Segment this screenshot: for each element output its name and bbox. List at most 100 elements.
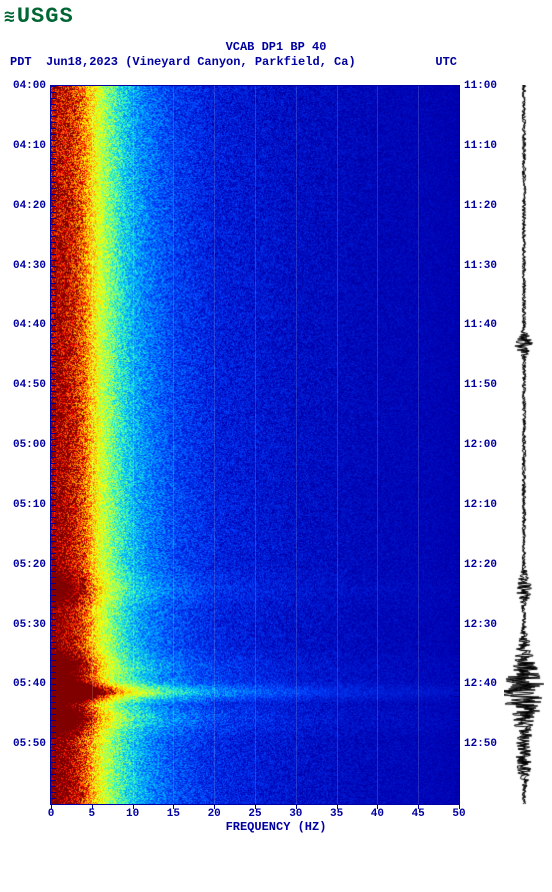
y-minor-tick	[51, 427, 56, 428]
y-minor-tick	[454, 529, 459, 530]
x-tick-label: 50	[452, 808, 465, 820]
y-minor-tick	[51, 152, 56, 153]
x-gridline	[255, 86, 256, 804]
y-minor-tick	[51, 248, 56, 249]
y-minor-tick	[454, 619, 459, 620]
y-minor-tick	[454, 194, 459, 195]
x-gridline	[377, 86, 378, 804]
y-tick-right: 12:30	[464, 619, 497, 631]
x-tick-label: 25	[248, 808, 261, 820]
y-minor-tick	[51, 583, 56, 584]
y-minor-tick	[454, 337, 459, 338]
date-location: Jun18,2023 (Vineyard Canyon, Parkfield, …	[46, 55, 356, 69]
y-minor-tick	[454, 212, 459, 213]
y-minor-tick	[51, 547, 56, 548]
y-minor-tick	[454, 439, 459, 440]
y-tick-right: 12:20	[464, 559, 497, 571]
y-minor-tick	[51, 212, 56, 213]
y-tick-left: 04:30	[13, 260, 46, 272]
y-minor-tick	[454, 457, 459, 458]
y-minor-tick	[454, 720, 459, 721]
y-minor-tick	[51, 122, 56, 123]
y-minor-tick	[454, 200, 459, 201]
y-minor-tick	[454, 523, 459, 524]
y-minor-tick	[51, 313, 56, 314]
y-tick-right: 12:50	[464, 738, 497, 750]
y-minor-tick	[51, 762, 56, 763]
y-minor-tick	[454, 744, 459, 745]
x-tick-label: 40	[371, 808, 384, 820]
y-minor-tick	[454, 541, 459, 542]
y-minor-tick	[454, 660, 459, 661]
x-tick-label: 20	[208, 808, 221, 820]
y-minor-tick	[51, 289, 56, 290]
y-minor-tick	[454, 319, 459, 320]
x-gridline	[92, 86, 93, 804]
x-tick-label: 10	[126, 808, 139, 820]
y-minor-tick	[51, 642, 56, 643]
y-minor-tick	[51, 607, 56, 608]
y-minor-tick	[51, 116, 56, 117]
y-minor-tick	[454, 236, 459, 237]
y-minor-tick	[51, 200, 56, 201]
y-tick-right: 11:00	[464, 80, 497, 92]
y-minor-tick	[51, 636, 56, 637]
y-minor-tick	[454, 547, 459, 548]
y-minor-tick	[454, 170, 459, 171]
y-minor-tick	[454, 702, 459, 703]
y-minor-tick	[454, 469, 459, 470]
y-minor-tick	[51, 451, 56, 452]
y-minor-tick	[51, 499, 56, 500]
y-minor-tick	[454, 122, 459, 123]
y-minor-tick	[51, 648, 56, 649]
y-minor-tick	[51, 182, 56, 183]
y-minor-tick	[51, 86, 56, 87]
y-minor-tick	[454, 696, 459, 697]
y-minor-tick	[51, 271, 56, 272]
y-minor-tick	[454, 421, 459, 422]
y-minor-tick	[454, 493, 459, 494]
y-minor-tick	[51, 331, 56, 332]
y-minor-tick	[51, 625, 56, 626]
y-minor-tick	[51, 409, 56, 410]
y-minor-tick	[51, 301, 56, 302]
y-minor-tick	[51, 535, 56, 536]
y-minor-tick	[454, 104, 459, 105]
y-minor-tick	[51, 218, 56, 219]
y-minor-tick	[51, 373, 56, 374]
y-tick-left: 04:20	[13, 200, 46, 212]
x-gridline	[296, 86, 297, 804]
y-minor-tick	[454, 475, 459, 476]
y-tick-left: 05:30	[13, 619, 46, 631]
y-minor-tick	[454, 559, 459, 560]
y-tick-right: 11:40	[464, 319, 497, 331]
y-minor-tick	[51, 188, 56, 189]
y-minor-tick	[454, 583, 459, 584]
y-minor-tick	[454, 325, 459, 326]
y-minor-tick	[51, 379, 56, 380]
y-minor-tick	[454, 277, 459, 278]
y-minor-tick	[454, 313, 459, 314]
y-minor-tick	[454, 367, 459, 368]
y-minor-tick	[454, 786, 459, 787]
y-minor-tick	[51, 577, 56, 578]
y-minor-tick	[51, 732, 56, 733]
y-minor-tick	[454, 409, 459, 410]
y-minor-tick	[454, 98, 459, 99]
y-minor-tick	[454, 206, 459, 207]
y-minor-tick	[454, 774, 459, 775]
tz-left-label: PDT	[10, 55, 32, 69]
y-tick-left: 05:10	[13, 499, 46, 511]
y-minor-tick	[454, 427, 459, 428]
y-minor-tick	[51, 571, 56, 572]
y-minor-tick	[51, 260, 56, 261]
y-minor-tick	[51, 786, 56, 787]
y-minor-tick	[51, 445, 56, 446]
y-minor-tick	[51, 355, 56, 356]
x-tick-label: 0	[48, 808, 55, 820]
y-minor-tick	[51, 684, 56, 685]
y-minor-tick	[51, 768, 56, 769]
y-minor-tick	[51, 678, 56, 679]
x-gridline	[418, 86, 419, 804]
y-tick-left: 05:40	[13, 678, 46, 690]
